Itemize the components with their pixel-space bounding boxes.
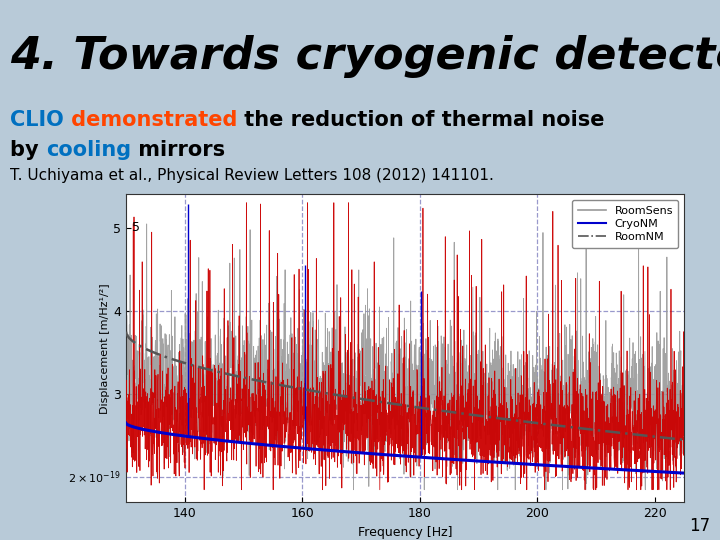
Text: cooling: cooling xyxy=(46,140,131,160)
Text: T. Uchiyama et al., Physical Review Letters 108 (2012) 141101.: T. Uchiyama et al., Physical Review Lett… xyxy=(10,168,494,183)
Text: 4. Towards cryogenic detector: 4. Towards cryogenic detector xyxy=(10,35,720,78)
Text: mirrors: mirrors xyxy=(131,140,225,160)
Text: $2\times10^{-19}$: $2\times10^{-19}$ xyxy=(68,469,120,485)
Text: 5: 5 xyxy=(132,221,140,234)
Legend: RoomSens, CryoNM, RoomNM: RoomSens, CryoNM, RoomNM xyxy=(572,200,678,248)
Text: 17: 17 xyxy=(689,517,710,535)
Y-axis label: Displacement [m/Hz¹/²]: Displacement [m/Hz¹/²] xyxy=(100,283,110,414)
X-axis label: Frequency [Hz]: Frequency [Hz] xyxy=(358,525,452,538)
Text: the reduction of thermal noise: the reduction of thermal noise xyxy=(237,110,605,130)
Text: CLIO: CLIO xyxy=(10,110,64,130)
Text: demonstrated: demonstrated xyxy=(64,110,237,130)
Text: by: by xyxy=(10,140,46,160)
